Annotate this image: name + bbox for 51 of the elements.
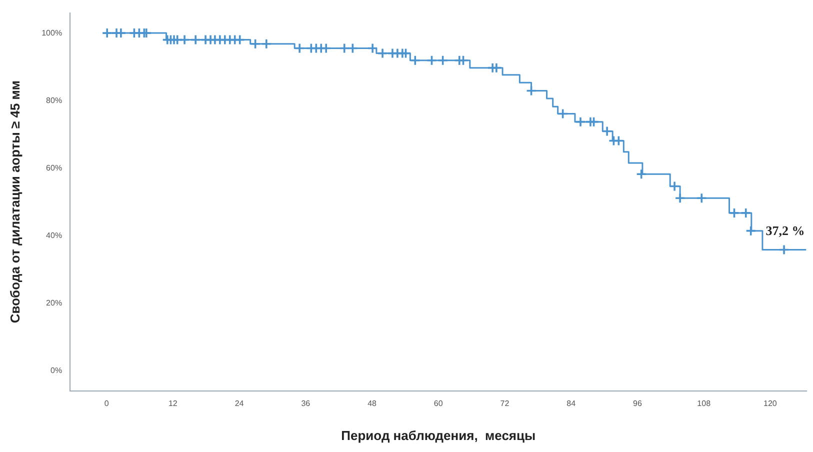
point xyxy=(294,42,305,54)
x-tick-label: 96 xyxy=(633,398,642,408)
x-tick-label: 120 xyxy=(764,398,778,408)
point xyxy=(437,54,448,66)
point xyxy=(674,192,686,204)
point xyxy=(260,38,272,50)
x-tick-label: 108 xyxy=(697,398,712,408)
point xyxy=(190,34,201,46)
point xyxy=(745,225,756,236)
point xyxy=(588,116,600,128)
point xyxy=(377,48,388,59)
x-tick-label: 60 xyxy=(434,398,444,408)
x-axis-title: Период наблюдения, месяцы xyxy=(341,428,536,443)
point xyxy=(347,42,358,54)
x-tick-label: 0 xyxy=(104,398,110,408)
point xyxy=(778,244,790,256)
point xyxy=(426,54,438,66)
point xyxy=(740,208,752,218)
point xyxy=(636,168,647,180)
point xyxy=(557,108,568,120)
point xyxy=(696,192,708,204)
y-tick-label: 60% xyxy=(46,163,62,172)
point xyxy=(400,48,412,59)
point xyxy=(575,116,586,128)
x-tick-label: 48 xyxy=(368,398,378,408)
annotation: 37,2 % xyxy=(766,222,805,238)
y-tick-label: 0% xyxy=(50,366,62,375)
point xyxy=(102,28,113,38)
x-tick-label: 84 xyxy=(566,398,576,408)
point xyxy=(613,135,624,146)
point xyxy=(602,126,612,137)
x-tick-label: 36 xyxy=(301,398,311,408)
point xyxy=(338,42,350,54)
y-tick-label: 80% xyxy=(46,96,62,105)
point xyxy=(250,38,261,50)
point xyxy=(526,85,537,96)
x-tick-label: 12 xyxy=(168,398,178,408)
point xyxy=(234,34,246,46)
point xyxy=(410,54,421,66)
y-tick-label: 20% xyxy=(46,298,62,308)
y-tick-label: 100% xyxy=(42,28,62,38)
x-tick-label: 24 xyxy=(234,398,244,408)
y-axis-title: Свобода от дилатации аорты ≥ 45 мм xyxy=(7,80,22,324)
point xyxy=(669,180,680,192)
point xyxy=(728,208,740,218)
point xyxy=(320,42,332,54)
x-tick-label: 72 xyxy=(500,398,510,408)
point xyxy=(172,34,183,46)
point xyxy=(367,42,378,54)
y-tick-label: 40% xyxy=(46,230,62,240)
point xyxy=(179,34,190,46)
